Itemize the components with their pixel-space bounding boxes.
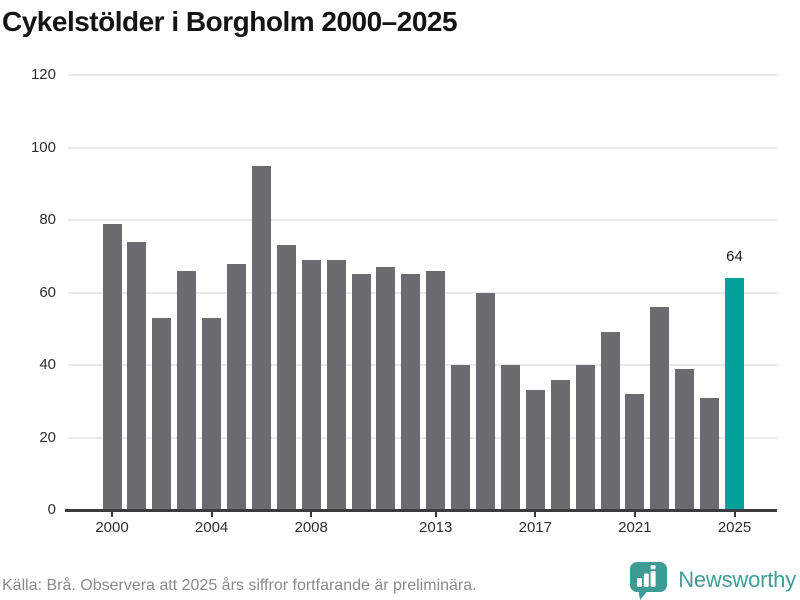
- x-tick-label-2000: 2000: [95, 519, 129, 536]
- y-tick-label-40: 40: [39, 356, 56, 373]
- bar-2025: [725, 278, 744, 510]
- brand-name: Newsworthy: [678, 567, 796, 592]
- bar-2005: [227, 263, 246, 510]
- source-note: Källa: Brå. Observera att 2025 års siffr…: [2, 577, 477, 594]
- bar-2002: [152, 317, 172, 510]
- newsworthy-logo[interactable]: Newsworthy: [629, 561, 796, 600]
- bar-2014: [451, 365, 471, 510]
- y-tick-label-80: 80: [39, 211, 56, 228]
- bar-2018: [550, 379, 570, 510]
- bar-2010: [351, 274, 371, 510]
- x-axis-tick-2000: [111, 511, 113, 517]
- y-tick-label-20: 20: [39, 428, 56, 446]
- bar-2016: [500, 365, 520, 510]
- gridline-40: [68, 364, 777, 366]
- bar-2017: [525, 390, 545, 510]
- x-tick-label-2004: 2004: [194, 519, 229, 536]
- bar-2004: [202, 317, 222, 510]
- gridline-20: [68, 436, 777, 439]
- y-tick-label-120: 120: [30, 66, 56, 83]
- x-axis-tick-2013: [434, 511, 437, 517]
- y-tick-label-0: 0: [47, 501, 56, 518]
- bar-2012: [401, 274, 421, 510]
- x-axis-tick-2021: [633, 511, 636, 517]
- bar-2003: [177, 270, 197, 510]
- x-tick-label-2021: 2021: [618, 519, 652, 536]
- bar-2011: [376, 267, 396, 510]
- y-tick-label-100: 100: [30, 138, 56, 156]
- chart-title: Cykelstölder i Borgholm 2000–2025: [2, 6, 458, 37]
- gridline-60: [68, 291, 777, 294]
- x-axis-tick-2025: [733, 511, 736, 517]
- gridline-100: [68, 146, 777, 149]
- bar-value-label: 64: [726, 248, 743, 265]
- y-tick-label-60: 60: [39, 283, 56, 301]
- bar-2020: [600, 332, 620, 510]
- bar-2021: [625, 394, 645, 510]
- bar-2022: [650, 307, 670, 510]
- x-tick-label-2008: 2008: [294, 519, 328, 536]
- x-axis-line: [65, 509, 777, 512]
- bar-2001: [127, 241, 147, 510]
- bar-2009: [326, 259, 346, 510]
- newsworthy-icon: [630, 561, 668, 600]
- x-tick-label-2017: 2017: [518, 519, 552, 536]
- x-axis-tick-2008: [310, 511, 313, 517]
- bar-2008: [301, 259, 321, 510]
- chart-footer: Källa: Brå. Observera att 2025 års siffr…: [2, 560, 796, 600]
- bar-2006: [251, 165, 271, 510]
- bar-2013: [426, 270, 446, 510]
- bar-2007: [276, 245, 296, 510]
- gridline-120: [68, 74, 777, 76]
- x-axis-tick-2004: [210, 511, 213, 517]
- bar-2015: [476, 292, 495, 510]
- x-tick-label-2013: 2013: [419, 519, 453, 536]
- bar-2000: [102, 223, 122, 510]
- x-axis-tick-2017: [534, 511, 537, 517]
- bar-2024: [700, 397, 720, 510]
- gridline-80: [68, 219, 777, 221]
- bar-2023: [675, 368, 695, 510]
- bar-2019: [575, 365, 595, 510]
- x-tick-label-2025: 2025: [717, 519, 752, 536]
